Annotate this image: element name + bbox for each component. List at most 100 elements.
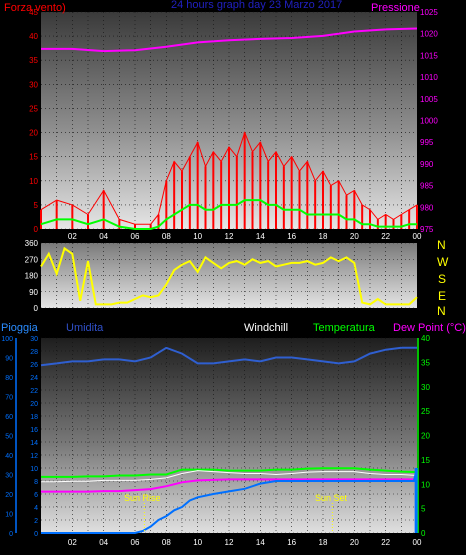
wind-direction-line [40, 246, 418, 306]
x-tick-label: 00 [413, 538, 422, 547]
temperature-tick-label: 5 [421, 505, 426, 514]
humidity-tick-label: 30 [30, 336, 38, 343]
humidity-tick-label: 22 [30, 388, 38, 395]
temperature-tick-label: 40 [421, 334, 430, 343]
x-tick-label: 18 [319, 538, 328, 547]
compass-label-n-bottom: N [437, 304, 446, 318]
climate-panel-bg [41, 338, 417, 533]
rain-tick-label: 10 [5, 512, 13, 519]
rain-tick-label: 30 [5, 473, 13, 480]
pressure-tick-label: 1015 [420, 51, 438, 60]
humidity-tick-label: 0 [34, 531, 38, 538]
windchill-line [41, 470, 418, 483]
temperature-tick-label: 20 [421, 432, 430, 441]
wind-tick-label: 45 [29, 8, 38, 17]
direction-tick-label: 360 [25, 239, 39, 248]
sun-set-label: Sun Set [315, 493, 348, 503]
x-tick-label: 20 [350, 232, 359, 241]
x-tick-label: 02 [68, 232, 77, 241]
wind-speed-line [40, 131, 418, 225]
wind-tick-label: 35 [29, 56, 38, 65]
legend-rain: Pioggia [1, 322, 39, 334]
direction-tick-label: 90 [29, 288, 38, 297]
pressure-tick-label: 975 [420, 225, 434, 234]
pressure-tick-label: 1020 [420, 30, 438, 39]
rain-tick-label: 50 [5, 434, 13, 441]
pressure-line [41, 27, 418, 53]
compass-label-w: W [437, 255, 449, 269]
compass-label-e: E [438, 289, 446, 303]
pressure-axis-label: Pressione [371, 2, 420, 14]
humidity-tick-label: 26 [30, 362, 38, 369]
compass-label-s: S [438, 272, 446, 286]
legend-humidity: Umidita [66, 322, 104, 334]
compass-label-n-top: N [437, 238, 446, 252]
x-tick-label: 10 [193, 232, 202, 241]
dewpoint-line [41, 478, 417, 493]
x-tick-label: 16 [287, 232, 296, 241]
pressure-tick-label: 1025 [420, 8, 438, 17]
sun-rise-label: Sun Rise [124, 493, 161, 503]
rain-bar [414, 468, 418, 533]
rain-tick-label: 100 [1, 336, 13, 343]
rain-tick-label: 40 [5, 453, 13, 460]
x-tick-label: 20 [350, 538, 359, 547]
wind-axis-label: Forza vento) [4, 2, 66, 14]
wind-tick-label: 20 [29, 129, 38, 138]
x-tick-label: 04 [99, 538, 108, 547]
pressure-tick-label: 985 [420, 182, 434, 191]
x-tick-label: 22 [381, 232, 390, 241]
wind-tick-label: 5 [34, 201, 39, 210]
x-tick-label: 10 [193, 538, 202, 547]
x-tick-label: 14 [256, 538, 265, 547]
humidity-tick-label: 2 [34, 518, 38, 525]
x-tick-label: 18 [319, 232, 328, 241]
x-tick-label: 02 [68, 538, 77, 547]
rain-line [41, 467, 418, 534]
wind-tick-label: 10 [29, 177, 38, 186]
pressure-tick-label: 1010 [420, 73, 438, 82]
humidity-tick-label: 24 [30, 375, 38, 382]
rain-tick-label: 20 [5, 492, 13, 499]
chart-title: 24 hours graph day 23 Marzo 2017 [171, 0, 342, 11]
rain-tick-label: 70 [5, 395, 13, 402]
temperature-tick-label: 30 [421, 383, 430, 392]
direction-tick-label: 270 [25, 255, 39, 264]
direction-tick-label: 0 [34, 304, 39, 313]
legend-temperature: Temperatura [313, 322, 376, 334]
wind-tick-label: 0 [34, 225, 39, 234]
pressure-tick-label: 1000 [420, 117, 438, 126]
temperature-tick-label: 25 [421, 407, 430, 416]
x-tick-label: 08 [162, 232, 171, 241]
wind-tick-label: 30 [29, 80, 38, 89]
x-tick-label: 06 [131, 232, 140, 241]
wind-tick-label: 15 [29, 153, 38, 162]
x-tick-label: 08 [162, 538, 171, 547]
temperature-line [41, 467, 418, 478]
rain-tick-label: 90 [5, 356, 13, 363]
rain-tick-label: 0 [9, 531, 13, 538]
x-tick-label: 06 [131, 538, 140, 547]
temperature-tick-label: 0 [421, 529, 426, 538]
x-tick-label: 00 [413, 232, 422, 241]
humidity-tick-label: 12 [30, 453, 38, 460]
pressure-tick-label: 1005 [420, 95, 438, 104]
temperature-tick-label: 15 [421, 456, 430, 465]
humidity-tick-label: 6 [34, 492, 38, 499]
pressure-tick-label: 980 [420, 203, 434, 212]
humidity-tick-label: 18 [30, 414, 38, 421]
x-tick-label: 12 [225, 232, 234, 241]
humidity-tick-label: 20 [30, 401, 38, 408]
x-tick-label: 12 [225, 538, 234, 547]
legend-windchill: Windchill [244, 322, 288, 334]
wind-tick-label: 25 [29, 104, 38, 113]
x-tick-label: 16 [287, 538, 296, 547]
x-tick-label: 14 [256, 232, 265, 241]
wind-tick-label: 40 [29, 32, 38, 41]
humidity-tick-label: 10 [30, 466, 38, 473]
x-tick-label: 22 [381, 538, 390, 547]
pressure-tick-label: 995 [420, 138, 434, 147]
temperature-tick-label: 35 [421, 358, 430, 367]
